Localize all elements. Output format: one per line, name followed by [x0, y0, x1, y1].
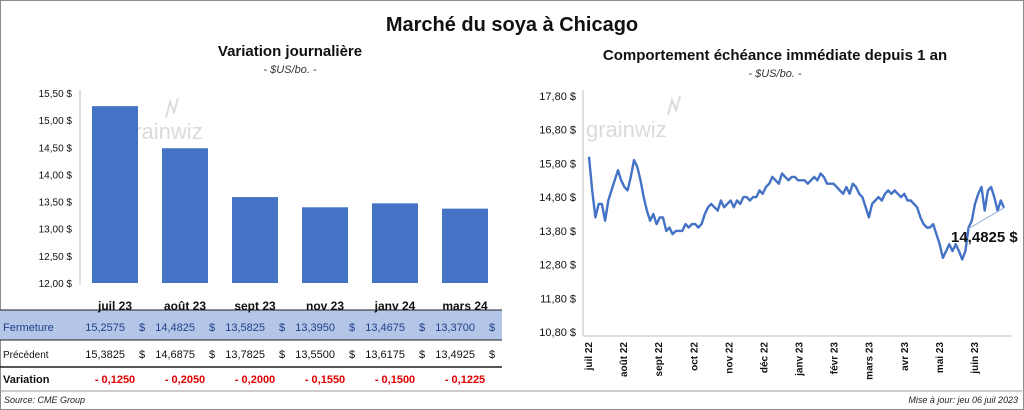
- bars: [92, 106, 488, 284]
- fermeture-currency: $: [139, 322, 145, 334]
- right-y-tick-label: 13,80 $: [539, 226, 576, 238]
- table-row-labels: Fermeture Précédent Variation: [3, 322, 54, 386]
- right-x-tick-label: janv 23: [795, 342, 806, 377]
- precedent-cell: 14,6875: [155, 349, 195, 361]
- main-title: Marché du soya à Chicago: [385, 14, 639, 36]
- last-value-label: 14,4825 $: [951, 229, 1018, 246]
- watermark-text-2: grainwiz: [586, 117, 667, 142]
- fermeture-currency: $: [209, 322, 215, 334]
- right-x-tick-label: août 22: [619, 342, 630, 377]
- right-x-tick-label: déc 22: [759, 342, 770, 374]
- bar: [302, 207, 348, 283]
- left-chart-unit: - $US/bo. -: [263, 64, 317, 76]
- precedent-currency: $: [279, 349, 285, 361]
- fermeture-currency: $: [279, 322, 285, 334]
- precedent-currency: $: [209, 349, 215, 361]
- precedent-cell: 13,6175: [365, 349, 405, 361]
- last-value-leader: [967, 207, 1005, 230]
- bar: [92, 106, 138, 284]
- source-note: Source: CME Group: [4, 395, 86, 405]
- right-x-tick-label: nov 22: [724, 342, 735, 374]
- left-y-tick-label: 14,50 $: [39, 143, 73, 154]
- fermeture-cell: 13,5825: [225, 322, 265, 334]
- price-series-line: [587, 156, 1006, 261]
- update-note: Mise à jour: jeu 06 juil 2023: [908, 395, 1018, 405]
- fermeture-cell: 13,4675: [365, 322, 405, 334]
- left-y-ticks: 12,00 $ 12,50 $ 13,00 $ 13,50 $ 14,00 $ 14,50…: [39, 89, 73, 290]
- left-y-tick-label: 15,50 $: [39, 89, 73, 100]
- right-x-tick-label: févr 23: [830, 342, 841, 375]
- variation-cell: - 0,1225: [445, 374, 485, 386]
- precedent-currency: $: [489, 349, 495, 361]
- bar: [442, 208, 488, 283]
- left-y-tick-label: 13,00 $: [39, 225, 73, 236]
- watermark-spark: [165, 97, 179, 119]
- watermark-spark-2: [667, 95, 681, 116]
- right-y-tick-label: 11,80 $: [540, 293, 576, 305]
- fermeture-cell: 14,4825: [155, 322, 195, 334]
- fermeture-cell: 13,3950: [295, 322, 335, 334]
- bar: [162, 148, 208, 283]
- right-x-tick-label: mars 23: [865, 342, 876, 380]
- row-label-variation: Variation: [3, 374, 50, 386]
- bar: [372, 203, 418, 283]
- left-x-tick-label: sept 23: [234, 299, 276, 313]
- table-cells: 15,2575 $15,3825 $ - 0,1250 14,4825 $14,6875 $…: [85, 322, 495, 386]
- left-x-labels: juil 23 août 23 sept 23 nov 23 janv 24 mars 2…: [97, 299, 488, 313]
- precedent-cell: 15,3825: [85, 349, 125, 361]
- row-label-fermeture: Fermeture: [3, 322, 54, 334]
- precedent-cell: 13,7825: [225, 349, 265, 361]
- right-y-ticks: 10,80 $ 11,80 $ 12,80 $ 13,80 $ 14,80 $ 15,80…: [539, 91, 576, 339]
- fermeture-currency: $: [419, 322, 425, 334]
- right-x-labels: juil 22 août 22 sept 22 oct 22 nov 22 déc 22 j…: [584, 342, 981, 380]
- fermeture-currency: $: [349, 322, 355, 334]
- variation-cell: - 0,1500: [375, 374, 415, 386]
- right-x-tick-label: mai 23: [935, 342, 946, 374]
- grainwiz-watermark-2: grainwiz: [586, 95, 681, 142]
- left-x-tick-label: mars 24: [442, 299, 488, 313]
- fermeture-currency: $: [489, 322, 495, 334]
- precedent-currency: $: [349, 349, 355, 361]
- fermeture-cell: 15,2575: [85, 322, 125, 334]
- left-y-tick-label: 15,00 $: [39, 116, 73, 127]
- left-y-tick-label: 12,00 $: [39, 279, 73, 290]
- left-y-tick-label: 13,50 $: [39, 198, 73, 209]
- right-y-tick-label: 15,80 $: [539, 158, 576, 170]
- precedent-cell: 13,5500: [295, 349, 335, 361]
- bar: [232, 197, 278, 283]
- right-y-tick-label: 14,80 $: [539, 192, 576, 204]
- row-label-precedent: Précédent: [3, 350, 49, 361]
- left-y-tick-label: 12,50 $: [39, 252, 73, 263]
- left-x-tick-label: janv 24: [374, 299, 416, 313]
- fermeture-band: [0, 310, 502, 340]
- variation-cell: - 0,1550: [305, 374, 345, 386]
- left-chart-title: Variation journalière: [217, 43, 363, 60]
- precedent-currency: $: [139, 349, 145, 361]
- variation-cell: - 0,2000: [235, 374, 275, 386]
- right-chart-title: Comportement échéance immédiate depuis 1…: [602, 47, 948, 64]
- right-y-tick-label: 16,80 $: [539, 125, 576, 137]
- fermeture-cell: 13,3700: [435, 322, 475, 334]
- right-y-tick-label: 12,80 $: [539, 260, 576, 272]
- right-x-tick-label: oct 22: [689, 342, 700, 371]
- right-y-tick-label: 17,80 $: [539, 91, 576, 103]
- variation-cell: - 0,1250: [95, 374, 135, 386]
- right-chart-unit: - $US/bo. -: [748, 68, 802, 80]
- precedent-currency: $: [419, 349, 425, 361]
- right-x-tick-label: avr 23: [900, 342, 911, 371]
- right-x-tick-label: juin 23: [970, 342, 981, 375]
- left-x-tick-label: juil 23: [97, 299, 132, 313]
- precedent-cell: 13,4925: [435, 349, 475, 361]
- right-x-tick-label: sept 22: [654, 342, 665, 377]
- left-y-tick-label: 14,00 $: [39, 170, 73, 181]
- right-y-tick-label: 10,80 $: [539, 327, 576, 339]
- right-x-tick-label: juil 22: [584, 342, 595, 372]
- left-x-tick-label: août 23: [164, 299, 206, 313]
- variation-cell: - 0,2050: [165, 374, 205, 386]
- left-x-tick-label: nov 23: [306, 299, 344, 313]
